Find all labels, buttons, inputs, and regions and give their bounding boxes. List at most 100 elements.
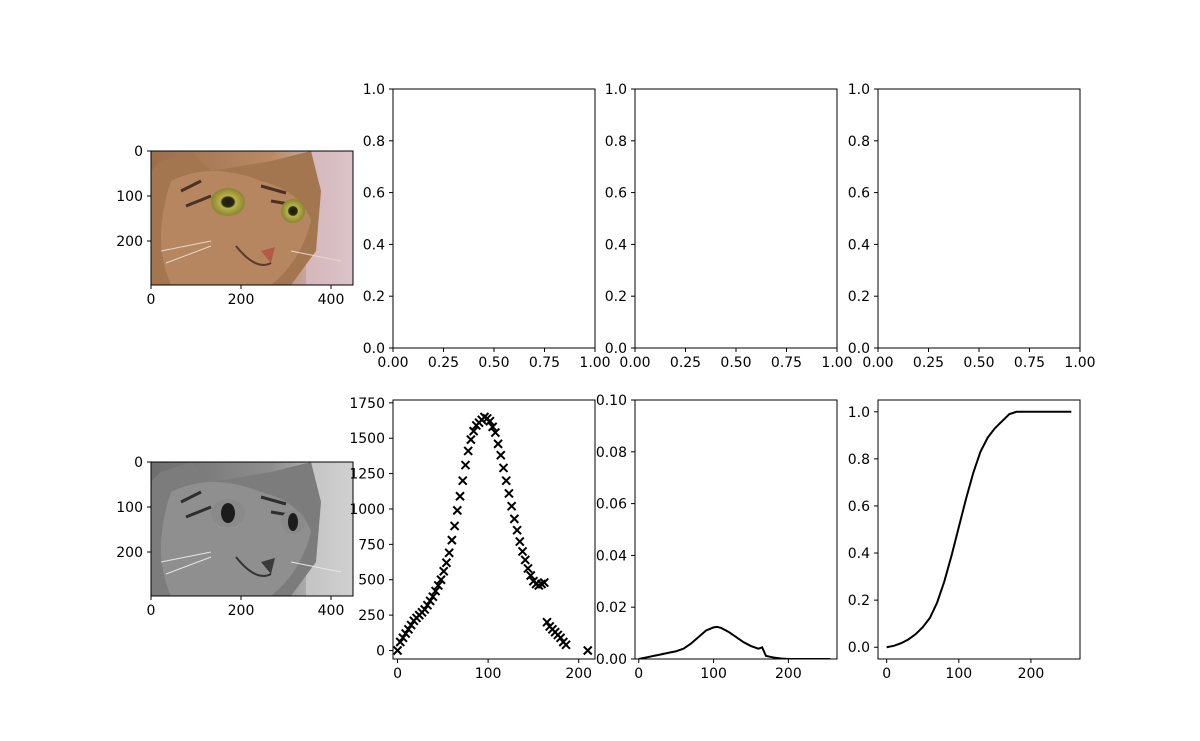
y-tick-label: 1.0 — [848, 82, 870, 98]
x-tick-label: 0 — [393, 666, 402, 682]
y-tick-label: 100 — [116, 500, 143, 516]
x-tick-label: 0 — [882, 666, 891, 682]
plot-area — [393, 89, 595, 348]
x-tick-label: 200 — [565, 666, 592, 682]
scatter-point — [498, 463, 509, 473]
cat-photo-grayscale-panel — [150, 461, 354, 597]
y-tick-label: 0.2 — [605, 289, 627, 305]
scatter-point — [506, 501, 517, 511]
scatter-point — [436, 575, 446, 585]
x-tick-label: 0.75 — [771, 355, 802, 371]
scatter-point — [555, 633, 566, 643]
x-tick-label: 100 — [475, 666, 502, 682]
scatter-point — [493, 439, 503, 449]
scatter-point — [539, 577, 549, 588]
y-tick-label: 0.6 — [848, 499, 870, 515]
y-tick-label: 0.6 — [363, 186, 385, 202]
chart-panel-4: 0 100 200 0 250 500 750 1000 1250 1500 1750 — [349, 396, 596, 682]
y-tick-label: 0.0 — [848, 341, 870, 357]
y-tick-label: 0.6 — [848, 186, 870, 202]
chart-panel-6: 0 100 200 0.0 0.2 0.4 0.6 0.8 1.0 — [848, 399, 1081, 682]
scatter-point — [561, 640, 571, 650]
scatter-point — [419, 604, 430, 615]
y-tick-label: 1750 — [349, 396, 385, 412]
axes-frame — [392, 88, 596, 349]
y-tick-label: 0.00 — [596, 652, 627, 668]
scatter-point — [525, 570, 536, 581]
plot-area — [393, 400, 595, 659]
y-tick-label: 200 — [116, 234, 143, 250]
x-tick-label: 0.50 — [478, 355, 509, 371]
axes-frame — [634, 88, 838, 349]
x-tick-label: 100 — [945, 666, 972, 682]
scatter-point — [422, 600, 433, 610]
y-tick-label: 0 — [376, 644, 385, 660]
scatter-point — [430, 586, 441, 596]
plot-area — [635, 400, 837, 659]
x-tick-label: 1.00 — [1064, 355, 1095, 371]
y-tick-label: 0.6 — [605, 186, 627, 202]
scatter-point — [542, 617, 552, 627]
y-tick-label: 0.2 — [363, 289, 385, 305]
y-tick-label: 750 — [358, 537, 385, 553]
scatter-point — [490, 427, 501, 438]
scatter-point — [433, 580, 443, 591]
y-tick-label: 0.2 — [848, 289, 870, 305]
scatter-point — [406, 620, 416, 630]
scatter-point — [400, 628, 411, 639]
chart-panel-3: 0.00 0.25 0.50 0.75 1.00 0.0 0.2 0.4 0.6 0.8 1.0 — [848, 82, 1096, 371]
scatter-point — [393, 645, 403, 656]
y-tick-label: 0.04 — [596, 548, 627, 564]
scatter-point — [444, 548, 454, 558]
y-tick-label: 0.4 — [363, 237, 385, 253]
scatter-point — [449, 521, 460, 531]
y-tick-label: 1500 — [349, 431, 385, 447]
scatter-point — [441, 558, 452, 568]
data-marks — [638, 625, 831, 659]
x-tick-label: 0.00 — [862, 355, 893, 371]
x-tick-label: 0.75 — [529, 355, 560, 371]
chart-panel-2: 0.00 0.25 0.50 0.75 1.00 0.0 0.2 0.4 0.6 0.8 1.0 — [605, 82, 853, 371]
y-tick-label: 0.4 — [848, 237, 870, 253]
x-tick-label: 0 — [147, 292, 156, 308]
y-tick-label: 0.0 — [605, 341, 627, 357]
x-tick-label: 0.25 — [428, 355, 459, 371]
y-tick-label: 1000 — [349, 502, 385, 518]
scatter-point — [395, 637, 405, 647]
y-tick-label: 1.0 — [363, 82, 385, 98]
scatter-point — [504, 488, 514, 499]
x-tick-label: 200 — [1018, 666, 1045, 682]
y-tick-label: 1.0 — [605, 82, 627, 98]
x-tick-label: 100 — [700, 666, 727, 682]
x-tick-label: 0.50 — [963, 355, 994, 371]
y-tick-label: 0.8 — [848, 134, 870, 150]
y-tick-label: 0.4 — [605, 237, 627, 253]
scatter-point — [583, 645, 593, 656]
scatter-point — [398, 633, 408, 643]
y-tick-label: 0.10 — [596, 393, 627, 409]
cat-photo-grayscale-axes: 0 200 400 0 100 200 — [116, 455, 344, 619]
axes-frame — [877, 399, 1081, 660]
y-tick-label: 0.0 — [363, 341, 385, 357]
scatter-point — [512, 525, 522, 535]
series-line — [886, 410, 1072, 649]
chart-panel-1: 0.00 0.25 0.50 0.75 1.00 0.0 0.2 0.4 0.6 0.8 1.0 — [363, 82, 611, 371]
plot-area — [635, 89, 837, 348]
y-tick-label: 0 — [134, 455, 143, 471]
y-tick-label: 0.02 — [596, 600, 627, 616]
plot-area — [878, 400, 1080, 659]
x-tick-label: 1.00 — [579, 355, 610, 371]
axes-frame — [392, 399, 596, 660]
data-marks — [886, 410, 1072, 649]
axes-frame — [877, 88, 1081, 349]
x-tick-label: 200 — [228, 603, 255, 619]
scatter-point — [515, 536, 525, 547]
x-tick-label: 400 — [318, 603, 345, 619]
cat-photo-color-panel — [150, 150, 354, 286]
x-tick-label: 200 — [228, 292, 255, 308]
scatter-point — [439, 566, 449, 576]
scatter-point — [520, 555, 530, 565]
cat-photo-color — [151, 151, 353, 285]
y-tick-label: 0.0 — [848, 640, 870, 656]
